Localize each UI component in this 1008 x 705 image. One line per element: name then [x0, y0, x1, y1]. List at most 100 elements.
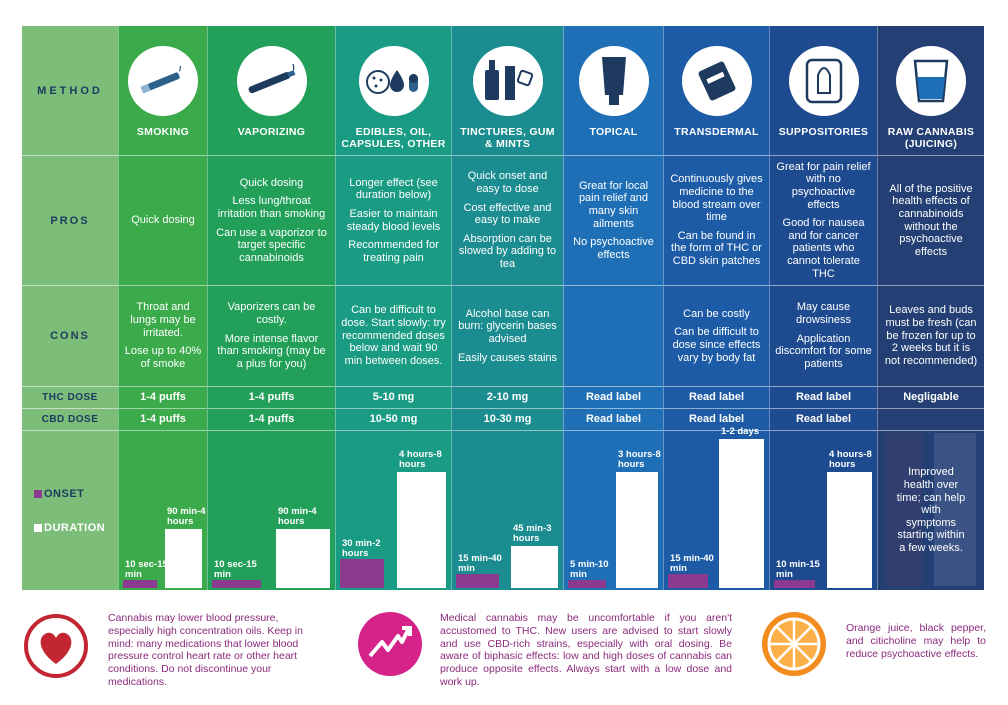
onset-label: 5 min-10 min: [570, 559, 609, 581]
cons-cell: Leaves and buds must be fresh (can be fr…: [877, 286, 984, 387]
cbd-dose-cell: 10-30 mg: [451, 409, 563, 431]
onset-swatch: [34, 489, 42, 498]
cons-item: Can be difficult to dose since effects v…: [672, 326, 761, 364]
onset-bar: [456, 574, 499, 588]
trend-up-icon: [368, 626, 412, 658]
timing-chart-cell: 15 min-40 min 1-2 days: [663, 427, 769, 590]
pros-item: Quick dosing: [131, 214, 195, 227]
cbd-dose-cell: 1-4 puffs: [118, 409, 207, 431]
cbd-dose-value: Read label: [795, 413, 852, 426]
pros-item: Quick dosing: [239, 176, 304, 189]
onset-label: 15 min-40 min: [458, 553, 502, 575]
cbd-dose-value: Read label: [688, 413, 745, 426]
cons-item: Throat and lungs may be irritated.: [130, 301, 196, 339]
pros-item: All of the positive health effects of ca…: [889, 182, 973, 258]
thc-dose-cell: Negligable: [877, 387, 984, 409]
cons-item: More intense flavor than smoking (may be…: [217, 332, 326, 370]
method-name: RAW CANNABIS (JUICING): [887, 126, 975, 151]
onset-bar: [668, 574, 708, 588]
cbd-dose-cell: 1-4 puffs: [207, 409, 335, 431]
cbd-dose-cell: Read label: [769, 409, 877, 431]
thc-dose-value: 1-4 puffs: [248, 391, 295, 404]
thc-dose-cell: 1-4 puffs: [118, 387, 207, 409]
pros-cell: Quick onset and easy to dose Cost effecti…: [451, 156, 563, 286]
cons-cell: Throat and lungs may be irritated. Lose u…: [118, 286, 207, 387]
thc-dose-label: THC DOSE: [22, 387, 118, 409]
thc-dose-cell: 2-10 mg: [451, 387, 563, 409]
pros-item: Can use a vaporizor to target specific c…: [216, 226, 327, 264]
duration-label: 1-2 days: [721, 426, 760, 438]
cons-cell: May cause drowsiness Application discomfo…: [769, 286, 877, 387]
method-label-text: METHOD: [37, 84, 103, 97]
pros-cell: Great for pain relief with no psychoacti…: [769, 156, 877, 286]
stripe: [934, 433, 976, 586]
orange-badge: [762, 612, 826, 676]
joint-icon: [128, 46, 198, 116]
duration-label: 4 hours-8 hours: [829, 448, 872, 470]
pros-cell: Great for local pain relief and many ski…: [563, 156, 663, 286]
pros-item: Easier to maintain steady blood levels: [346, 207, 441, 233]
legend: ONSET DURATION: [22, 431, 118, 590]
method-smoking: SMOKING: [118, 26, 207, 156]
duration-bar: [511, 546, 558, 588]
onset-label: 15 min-40 min: [670, 553, 714, 575]
cons-item: Alcohol base can burn: glycerin bases ad…: [458, 307, 557, 345]
pros-cell: All of the positive health effects of ca…: [877, 156, 984, 286]
method-name: VAPORIZING: [237, 126, 306, 138]
pros-label: PROS: [22, 156, 118, 286]
juice-glass-icon: [896, 46, 966, 116]
pros-item: Longer effect (see duration below): [349, 176, 438, 202]
cons-item: Leaves and buds must be fresh (can be fr…: [884, 304, 978, 367]
method-name: EDIBLES, OIL, CAPSULES, OTHER: [341, 126, 446, 151]
cbd-dose-label: CBD DOSE: [22, 409, 118, 431]
method-name: TRANSDERMAL: [674, 126, 759, 138]
onset-label: 10 min-15 min: [776, 559, 820, 581]
onset-bar: [123, 580, 157, 588]
legend-onset-text: ONSET: [44, 487, 85, 500]
pros-item: Great for local pain relief and many ski…: [578, 179, 649, 230]
cbd-dose-value: 10-50 mg: [369, 413, 418, 426]
cbd-dose-cell: Read label: [663, 409, 769, 431]
timing-chart-cell: 10 sec-15 min 90 min-4 hours: [207, 431, 335, 590]
cons-item: May cause drowsiness: [795, 301, 852, 327]
heart-note: Cannabis may lower blood pressure, espec…: [108, 612, 303, 688]
duration-label: 45 min-3 hours: [513, 523, 552, 545]
timing-chart-cell: 10 min-15 min 4 hours-8 hours: [769, 431, 877, 590]
tincture-bottle-icon: [472, 46, 543, 116]
thc-dose-value: 1-4 puffs: [140, 391, 186, 404]
onset-bar: [568, 580, 606, 588]
timing-chart-cell: 30 min-2 hours 4 hours-8 hours: [335, 431, 451, 590]
method-name: TINCTURES, GUM & MINTS: [460, 126, 555, 151]
suppository-icon: [788, 46, 859, 116]
duration-label: 90 min-4 hours: [278, 506, 317, 528]
thc-dose-cell: Read label: [663, 387, 769, 409]
cons-cell: Can be difficult to dose. Start slowly: …: [335, 286, 451, 387]
method-name: SMOKING: [136, 126, 190, 138]
duration-bar: [165, 529, 202, 588]
legend-duration: DURATION: [34, 522, 105, 534]
thc-dose-value: Negligable: [903, 391, 959, 404]
vape-pen-icon: [236, 46, 307, 116]
pros-item: Continuously gives medicine to the blood…: [670, 173, 763, 224]
cons-cell: [563, 286, 663, 387]
pros-item: Cost effective and easy to make: [463, 201, 552, 227]
timing-chart-cell: Improved health over time; can help with…: [877, 431, 984, 590]
thc-dose-value: Read label: [585, 391, 642, 404]
method-name: TOPICAL: [589, 126, 638, 138]
method-label: METHOD: [22, 26, 118, 156]
duration-label: 90 min-4 hours: [167, 506, 206, 528]
pros-item: Can be found in the form of THC or CBD s…: [671, 229, 762, 268]
duration-bar: [616, 471, 658, 588]
legend-onset: ONSET: [34, 488, 84, 500]
cons-item: Application discomfort for some patients: [775, 332, 872, 370]
orange-note: Orange juice, black pepper, and citichol…: [846, 622, 986, 660]
cbd-dose-label-text: CBD DOSE: [41, 414, 99, 425]
pros-label-text: PROS: [50, 214, 90, 227]
thc-dose-cell: 1-4 puffs: [207, 387, 335, 409]
duration-bar: [827, 471, 872, 588]
method-tinctures: TINCTURES, GUM & MINTS: [451, 26, 563, 156]
footer-notes: Cannabis may lower blood pressure, espec…: [0, 600, 1008, 705]
cons-cell: Alcohol base can burn: glycerin bases ad…: [451, 286, 563, 387]
cons-item: Can be costly: [683, 307, 750, 320]
orange-slice-icon: [767, 617, 821, 671]
